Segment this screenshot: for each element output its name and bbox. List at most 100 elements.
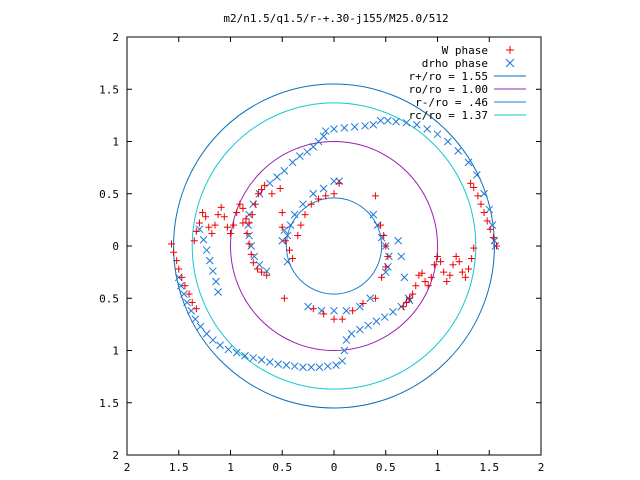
drho-phase-point [361, 121, 369, 130]
w-phase-point [430, 261, 438, 269]
drho-phase-point [454, 147, 463, 155]
x-tick-label: 2 [124, 461, 131, 474]
w-phase-point [409, 290, 417, 298]
w-phase-point [276, 185, 284, 193]
y-tick-label: 0.5 [99, 188, 119, 201]
w-phase-point [297, 221, 305, 229]
drho-phase-point [369, 120, 378, 129]
w-phase-point [239, 204, 247, 212]
drho-phase-point [299, 363, 307, 372]
w-phase-point [281, 237, 289, 245]
w-phase-point [371, 192, 379, 200]
w-phase-point [261, 181, 269, 189]
w-phase-point [449, 261, 457, 269]
drho-phase-point [202, 246, 211, 255]
drho-phase-point [262, 267, 271, 275]
y-tick-label: 0 [112, 240, 119, 253]
w-phase-point [227, 229, 234, 237]
w-phase-point [278, 209, 286, 217]
w-phase-point [307, 200, 315, 208]
drho-phase-point [319, 132, 328, 141]
w-phase-point [474, 192, 482, 200]
w-phase-point [233, 209, 241, 217]
drho-phase-point [183, 298, 191, 307]
drho-phase-point [364, 321, 373, 330]
drho-phase-point [273, 173, 281, 181]
w-phase-point [247, 250, 255, 258]
drho-phase-point [505, 58, 515, 68]
w-phase-point [378, 273, 386, 281]
drho-phase-point [205, 256, 214, 265]
data-series [168, 116, 500, 372]
w-phase-point [382, 263, 390, 271]
y-tick-label: 0.5 [99, 292, 119, 305]
drho-phase-point [376, 116, 385, 125]
drho-phase-point [274, 360, 282, 368]
drho-phase-point [472, 171, 481, 179]
w-phase-point [338, 315, 346, 323]
w-phase-point [251, 200, 259, 208]
w-phase-point [175, 265, 183, 273]
drho-phase-point [356, 325, 364, 334]
w-phase-point [415, 271, 423, 279]
drho-phase-point [286, 221, 295, 229]
drho-phase-point [338, 357, 347, 365]
w-phase-point [467, 179, 475, 187]
w-phase-point [477, 200, 485, 208]
drho-phase-point [196, 322, 205, 331]
drho-phase-point [383, 116, 392, 125]
drho-phase-point [380, 313, 389, 321]
w-phase-point [461, 273, 469, 281]
drho-phase-point [397, 252, 406, 261]
w-phase-point [470, 183, 478, 191]
reference-circle [285, 197, 383, 295]
drho-phase-point [392, 117, 400, 126]
x-tick-label: 1 [227, 461, 234, 474]
drho-phase-point [400, 273, 409, 282]
drho-phase-point [241, 351, 249, 360]
drho-phase-point [389, 307, 397, 316]
drho-phase-point [381, 268, 390, 276]
w-phase-point [178, 273, 186, 281]
drho-phase-point [342, 306, 351, 315]
w-phase-point [249, 259, 257, 267]
w-phase-point [199, 209, 207, 217]
w-phase-point [173, 257, 181, 265]
drho-phase-point [480, 189, 488, 198]
drho-phase-point [299, 200, 307, 209]
w-phase-point [489, 234, 497, 242]
w-phase-point [211, 221, 219, 229]
w-phase-point [424, 282, 432, 290]
w-phase-point [258, 186, 266, 194]
w-phase-point [245, 240, 253, 248]
drho-phase-point [257, 356, 266, 364]
w-phase-point [170, 248, 178, 256]
w-phase-point [380, 232, 388, 240]
drho-phase-point [224, 345, 233, 354]
w-phase-point [406, 294, 414, 302]
drho-phase-point [323, 362, 332, 371]
w-phase-point [214, 211, 222, 219]
w-phase-point [486, 225, 494, 233]
drho-phase-point [249, 353, 258, 362]
legend-label: drho phase [422, 57, 488, 70]
w-phase-point [382, 242, 390, 250]
drho-phase-point [265, 358, 274, 366]
w-phase-point [412, 282, 420, 290]
w-phase-point [208, 229, 216, 237]
w-phase-point [399, 303, 407, 311]
x-tick-label: 2 [538, 461, 545, 474]
w-phase-point [185, 290, 193, 298]
w-phase-point [377, 221, 385, 229]
w-phase-point [492, 242, 500, 250]
y-tick-label: 2 [112, 449, 119, 462]
drho-phase-point [443, 137, 452, 146]
x-tick-label: 0.5 [272, 461, 292, 474]
drho-phase-point [347, 329, 356, 338]
w-phase-point [470, 244, 478, 252]
w-phase-point [322, 192, 330, 200]
drho-phase-point [433, 130, 442, 139]
w-phase-point [192, 305, 200, 313]
